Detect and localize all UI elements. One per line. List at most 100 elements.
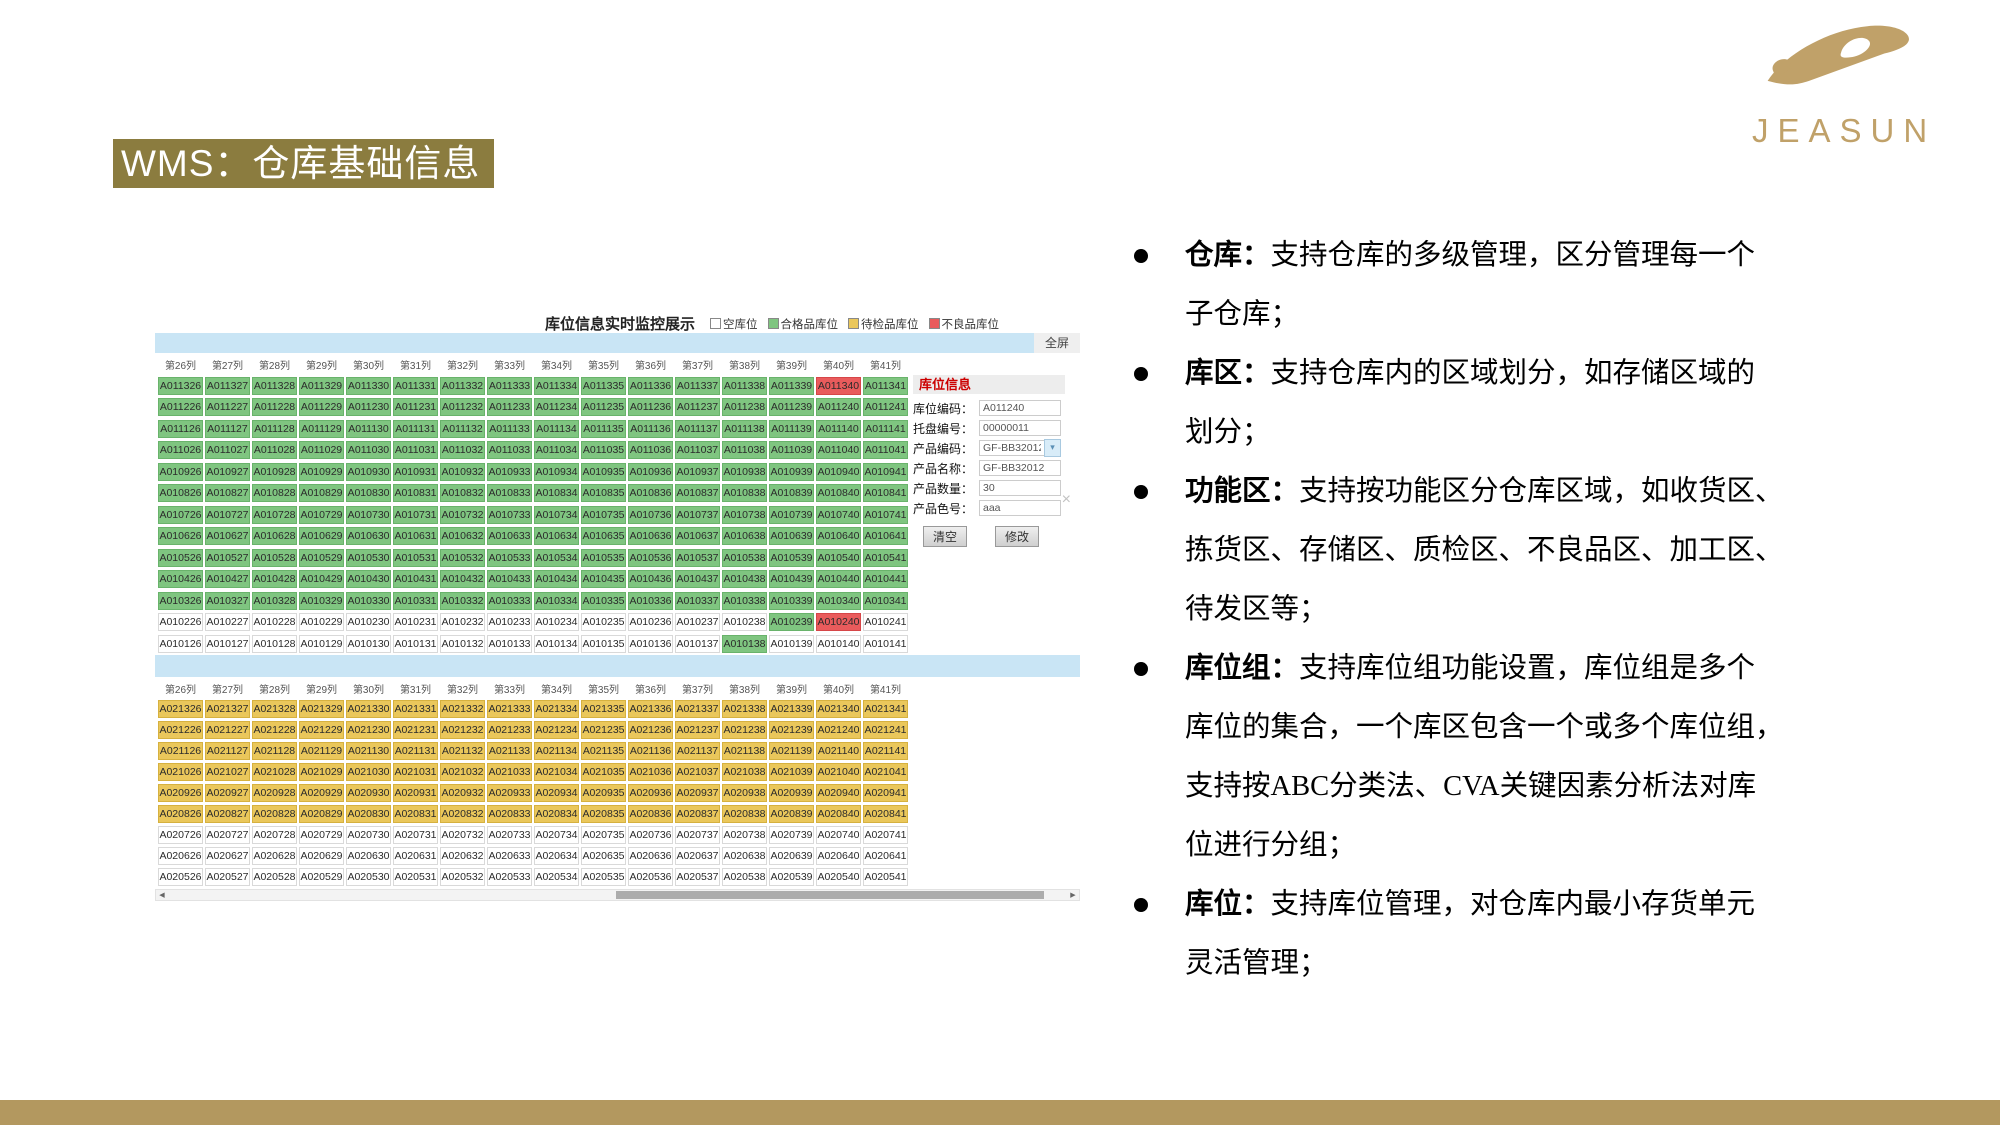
- location-cell[interactable]: A010834: [534, 484, 579, 503]
- location-cell[interactable]: A011333: [487, 376, 532, 395]
- location-cell[interactable]: A020541: [863, 867, 908, 886]
- location-cell[interactable]: A020734: [534, 825, 579, 844]
- location-cell[interactable]: A020832: [440, 804, 485, 823]
- location-cell[interactable]: A011332: [440, 376, 485, 395]
- location-cell[interactable]: A020932: [440, 783, 485, 802]
- location-cell[interactable]: A021127: [205, 741, 250, 760]
- location-cell[interactable]: A021135: [581, 741, 626, 760]
- location-cell[interactable]: A011335: [581, 376, 626, 395]
- location-cell[interactable]: A020941: [863, 783, 908, 802]
- location-cell[interactable]: A011138: [722, 419, 767, 438]
- location-cell[interactable]: A021340: [816, 699, 861, 718]
- location-cell[interactable]: A011231: [393, 398, 438, 417]
- location-cell[interactable]: A020829: [299, 804, 344, 823]
- location-cell[interactable]: A011134: [534, 419, 579, 438]
- location-cell[interactable]: A011040: [816, 441, 861, 460]
- fullscreen-button[interactable]: 全屏: [1034, 333, 1080, 353]
- location-cell[interactable]: A011037: [675, 441, 720, 460]
- location-cell[interactable]: A021028: [252, 762, 297, 781]
- modify-button[interactable]: 修改: [995, 526, 1040, 547]
- location-cell[interactable]: A010327: [205, 591, 250, 610]
- location-cell[interactable]: A011331: [393, 376, 438, 395]
- location-cell[interactable]: A010426: [158, 570, 203, 589]
- location-cell[interactable]: A020540: [816, 867, 861, 886]
- location-cell[interactable]: A011132: [440, 419, 485, 438]
- location-cell[interactable]: A010230: [346, 613, 391, 632]
- location-cell[interactable]: A021233: [487, 720, 532, 739]
- location-cell[interactable]: A020828: [252, 804, 297, 823]
- location-cell[interactable]: A010141: [863, 634, 908, 653]
- location-cell[interactable]: A011240: [816, 398, 861, 417]
- location-cell[interactable]: A020537: [675, 867, 720, 886]
- location-cell[interactable]: A010136: [628, 634, 673, 653]
- location-cell[interactable]: A010334: [534, 591, 579, 610]
- location-cell[interactable]: A011328: [252, 376, 297, 395]
- location-cell[interactable]: A020839: [769, 804, 814, 823]
- location-cell[interactable]: A010129: [299, 634, 344, 653]
- location-cell[interactable]: A011141: [863, 419, 908, 438]
- location-cell[interactable]: A010228: [252, 613, 297, 632]
- location-cell[interactable]: A010428: [252, 570, 297, 589]
- location-cell[interactable]: A020830: [346, 804, 391, 823]
- location-cell[interactable]: A021239: [769, 720, 814, 739]
- location-cell[interactable]: A010637: [675, 527, 720, 546]
- location-cell[interactable]: A011028: [252, 441, 297, 460]
- location-cell[interactable]: A010640: [816, 527, 861, 546]
- location-cell[interactable]: A010430: [346, 570, 391, 589]
- location-cell[interactable]: A010939: [769, 462, 814, 481]
- location-cell[interactable]: A020740: [816, 825, 861, 844]
- location-cell[interactable]: A020940: [816, 783, 861, 802]
- location-cell[interactable]: A011035: [581, 441, 626, 460]
- location-cell[interactable]: A020636: [628, 846, 673, 865]
- location-cell[interactable]: A011128: [252, 419, 297, 438]
- location-cell[interactable]: A010238: [722, 613, 767, 632]
- location-cell[interactable]: A010827: [205, 484, 250, 503]
- location-cell[interactable]: A010732: [440, 505, 485, 524]
- location-cell[interactable]: A010139: [769, 634, 814, 653]
- location-cell[interactable]: A021330: [346, 699, 391, 718]
- location-cell[interactable]: A011232: [440, 398, 485, 417]
- location-cell[interactable]: A010837: [675, 484, 720, 503]
- location-cell[interactable]: A010130: [346, 634, 391, 653]
- location-cell[interactable]: A021332: [440, 699, 485, 718]
- location-cell[interactable]: A010737: [675, 505, 720, 524]
- location-cell[interactable]: A010529: [299, 548, 344, 567]
- location-cell[interactable]: A010738: [722, 505, 767, 524]
- location-cell[interactable]: A010835: [581, 484, 626, 503]
- location-cell[interactable]: A020937: [675, 783, 720, 802]
- location-cell[interactable]: A011341: [863, 376, 908, 395]
- location-cell[interactable]: A010335: [581, 591, 626, 610]
- location-cell[interactable]: A010729: [299, 505, 344, 524]
- location-cell[interactable]: A020627: [205, 846, 250, 865]
- location-cell[interactable]: A010826: [158, 484, 203, 503]
- location-cell[interactable]: A020831: [393, 804, 438, 823]
- location-cell[interactable]: A021337: [675, 699, 720, 718]
- location-cell[interactable]: A010427: [205, 570, 250, 589]
- location-cell[interactable]: A021041: [863, 762, 908, 781]
- location-cell[interactable]: A011233: [487, 398, 532, 417]
- location-cell[interactable]: A010739: [769, 505, 814, 524]
- location-cell[interactable]: A010638: [722, 527, 767, 546]
- location-cell[interactable]: A021232: [440, 720, 485, 739]
- location-cell[interactable]: A011036: [628, 441, 673, 460]
- location-cell[interactable]: A010328: [252, 591, 297, 610]
- location-cell[interactable]: A010441: [863, 570, 908, 589]
- location-cell[interactable]: A010531: [393, 548, 438, 567]
- location-cell[interactable]: A020635: [581, 846, 626, 865]
- location-cell[interactable]: A020538: [722, 867, 767, 886]
- location-cell[interactable]: A020637: [675, 846, 720, 865]
- location-cell[interactable]: A020930: [346, 783, 391, 802]
- location-cell[interactable]: A021335: [581, 699, 626, 718]
- location-cell[interactable]: A010941: [863, 462, 908, 481]
- location-cell[interactable]: A010632: [440, 527, 485, 546]
- location-cell[interactable]: A011338: [722, 376, 767, 395]
- location-cell[interactable]: A021136: [628, 741, 673, 760]
- location-cell[interactable]: A020934: [534, 783, 579, 802]
- location-cell[interactable]: A021132: [440, 741, 485, 760]
- location-cell[interactable]: A021237: [675, 720, 720, 739]
- location-cell[interactable]: A010329: [299, 591, 344, 610]
- location-cell[interactable]: A020840: [816, 804, 861, 823]
- location-cell[interactable]: A011339: [769, 376, 814, 395]
- location-cell[interactable]: A010137: [675, 634, 720, 653]
- location-cell[interactable]: A020535: [581, 867, 626, 886]
